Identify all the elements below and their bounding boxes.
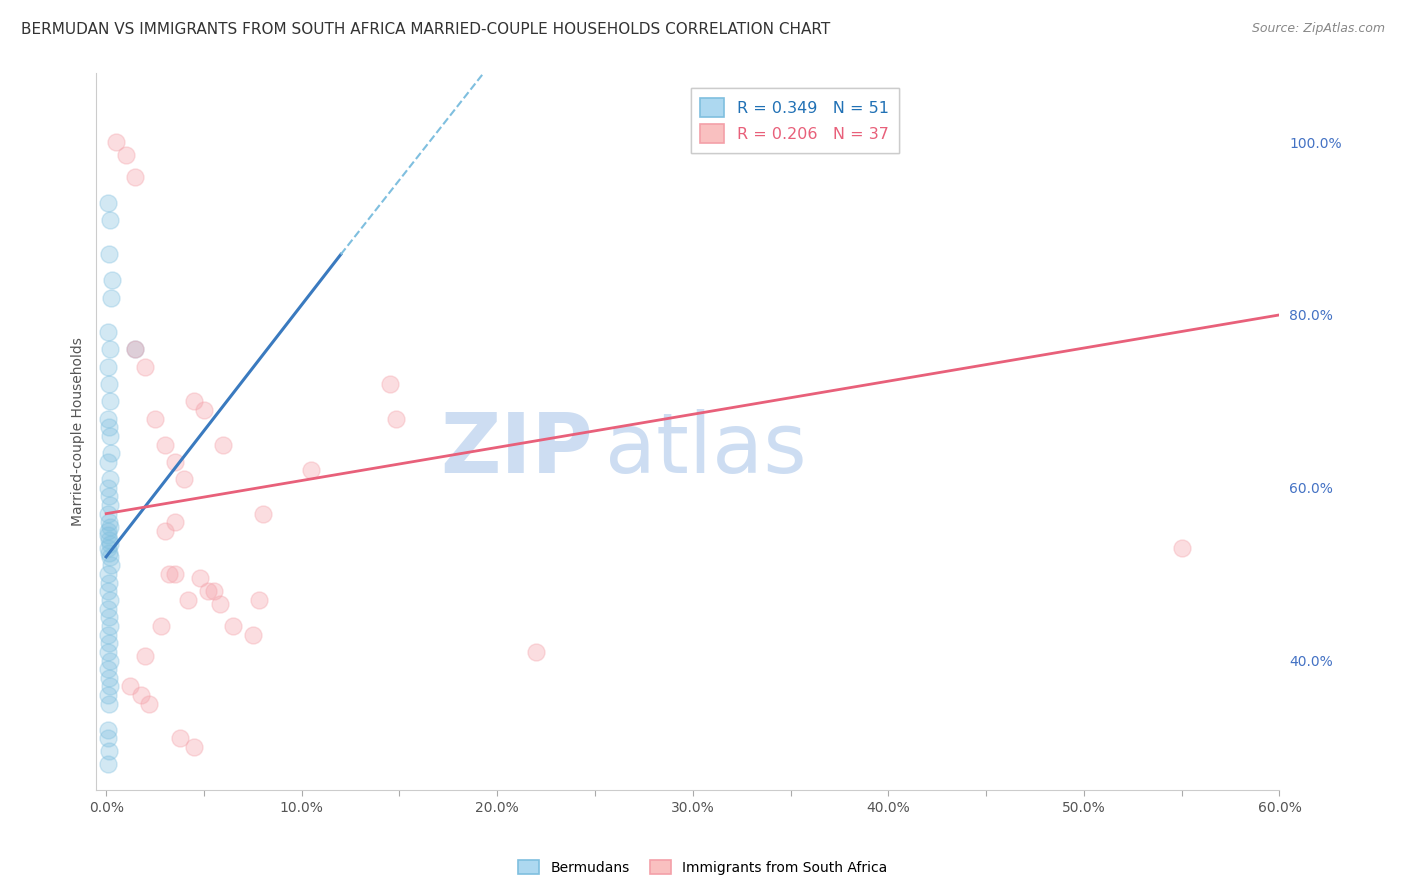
Point [98,519,121,533]
Point [98,593,121,607]
Point [143,411,166,425]
Point [98,212,121,227]
Point [98,420,121,434]
Point [193,403,215,417]
Point [97,662,120,676]
Y-axis label: Married-couple Households: Married-couple Households [72,337,86,526]
Point [97,731,120,746]
Point [104,135,127,149]
Point [97,723,120,737]
Point [149,619,172,633]
Point [98,533,121,547]
Point [98,489,121,503]
Point [97,601,120,615]
Text: atlas: atlas [605,409,807,490]
Legend: Bermudans, Immigrants from South Africa: Bermudans, Immigrants from South Africa [513,855,893,880]
Point [97,627,120,641]
Point [138,697,160,711]
Point [97,411,120,425]
Point [100,446,122,460]
Point [97,481,120,495]
Point [384,411,406,425]
Point [98,680,121,694]
Point [97,567,120,582]
Point [98,537,121,551]
Point [98,343,121,357]
Legend: R = 0.349   N = 51, R = 0.206   N = 37: R = 0.349 N = 51, R = 0.206 N = 37 [690,88,898,153]
Point [183,739,205,754]
Point [98,429,121,443]
Point [177,593,200,607]
Point [378,377,401,392]
Point [98,516,121,530]
Point [247,593,270,607]
Point [97,507,120,521]
Point [97,757,120,772]
Point [114,148,136,162]
Point [98,697,121,711]
Point [98,671,121,685]
Point [1170,541,1192,556]
Point [183,394,205,409]
Point [208,598,231,612]
Text: BERMUDAN VS IMMIGRANTS FROM SOUTH AFRICA MARRIED-COUPLE HOUSEHOLDS CORRELATION C: BERMUDAN VS IMMIGRANTS FROM SOUTH AFRICA… [21,22,831,37]
Point [153,524,176,538]
Point [98,377,121,392]
Text: Source: ZipAtlas.com: Source: ZipAtlas.com [1251,22,1385,36]
Point [97,688,120,702]
Point [163,455,186,469]
Point [222,619,245,633]
Point [163,516,186,530]
Point [197,584,219,599]
Point [124,169,146,184]
Point [134,649,156,664]
Point [97,584,120,599]
Point [98,610,121,624]
Point [101,273,124,287]
Point [188,571,211,585]
Point [212,437,235,451]
Point [97,528,120,542]
Point [157,567,180,582]
Point [153,437,176,451]
Point [98,545,121,559]
Point [97,541,120,556]
Point [98,394,121,409]
Point [163,567,186,582]
Point [98,654,121,668]
Point [131,688,153,702]
Point [98,549,121,564]
Point [124,343,146,357]
Point [98,636,121,650]
Point [124,343,146,357]
Point [97,359,120,374]
Point [173,472,195,486]
Point [134,359,156,374]
Point [118,680,141,694]
Point [252,507,274,521]
Point [242,627,264,641]
Point [97,645,120,659]
Point [97,195,120,210]
Point [100,558,122,573]
Point [98,472,121,486]
Point [98,619,121,633]
Point [98,498,121,512]
Point [100,291,122,305]
Point [98,744,121,758]
Point [97,325,120,339]
Text: ZIP: ZIP [440,409,593,490]
Point [98,247,121,261]
Point [169,731,191,746]
Point [524,645,547,659]
Point [301,463,323,477]
Point [97,455,120,469]
Point [202,584,225,599]
Point [98,575,121,590]
Point [97,524,120,538]
